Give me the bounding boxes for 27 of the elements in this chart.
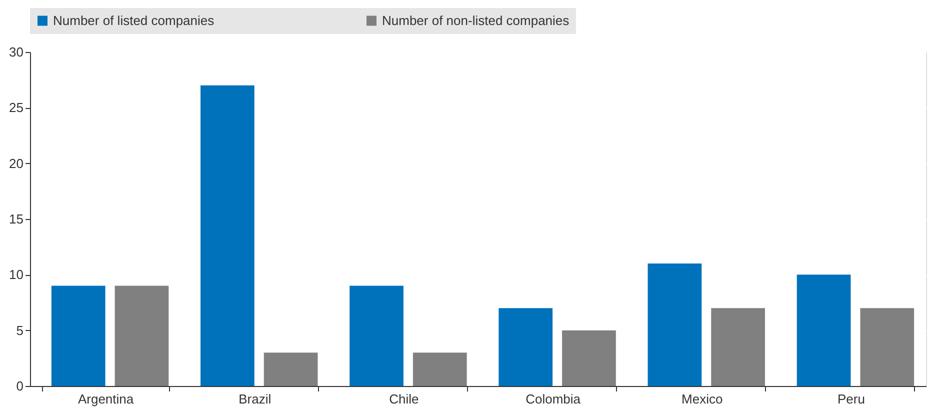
bar	[498, 308, 553, 386]
bar	[562, 330, 616, 386]
bar	[114, 286, 169, 386]
bar	[860, 308, 914, 386]
x-tick-label: Chile	[389, 392, 419, 406]
y-tick-label: 10	[9, 267, 24, 282]
x-tick-label: Brazil	[238, 392, 272, 406]
x-tick-label: Argentina	[78, 392, 134, 406]
bar	[200, 85, 254, 386]
y-tick-label: 20	[9, 156, 24, 171]
y-tick-label: 25	[9, 100, 24, 116]
legend-label: Number of listed companies	[53, 12, 215, 28]
y-tick-label: 0	[16, 378, 24, 394]
bar	[796, 274, 851, 386]
y-tick-label: 5	[16, 322, 24, 338]
bar	[648, 264, 702, 386]
x-tick-label: Mexico	[682, 392, 723, 406]
y-tick-label: 30	[9, 44, 24, 60]
y-tick-label: 15	[9, 212, 24, 226]
bar	[350, 286, 404, 386]
bar	[264, 352, 318, 386]
x-tick-label: Peru	[837, 392, 865, 406]
bar	[51, 286, 106, 386]
legend-label: Number of non-listed companies	[382, 12, 570, 28]
bar	[711, 308, 765, 386]
x-tick-label: Colombia	[526, 392, 582, 406]
bar	[412, 352, 467, 386]
